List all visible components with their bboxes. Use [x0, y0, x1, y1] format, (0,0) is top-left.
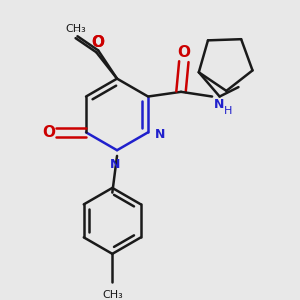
Text: H: H — [224, 106, 232, 116]
Text: O: O — [177, 45, 190, 60]
Text: O: O — [92, 35, 105, 50]
Text: CH₃: CH₃ — [102, 290, 123, 300]
Text: N: N — [110, 158, 120, 171]
Text: N: N — [154, 128, 165, 141]
Text: O: O — [92, 35, 105, 50]
Text: methoxy: methoxy — [74, 29, 80, 31]
Text: O: O — [42, 125, 55, 140]
Text: CH₃: CH₃ — [65, 24, 86, 34]
Text: N: N — [214, 98, 224, 111]
